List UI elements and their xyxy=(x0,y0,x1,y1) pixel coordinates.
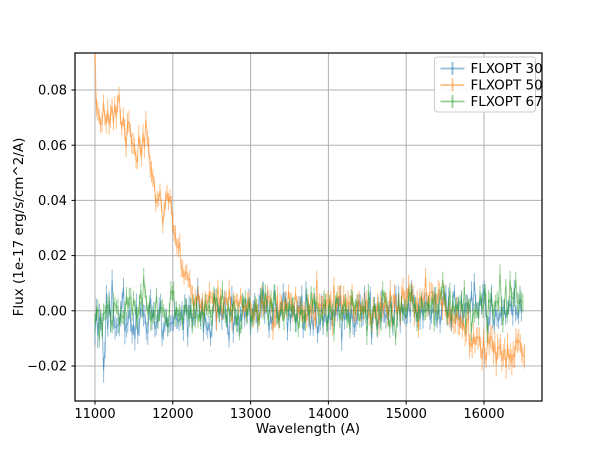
y-tick-label: 0.04 xyxy=(38,194,67,209)
x-tick-label: 11000 xyxy=(74,407,115,422)
spectrum-line-flxopt-30 xyxy=(94,279,522,371)
legend-box xyxy=(434,56,536,113)
x-tick-label: 14000 xyxy=(308,407,349,422)
legend-label: FLXOPT 50 xyxy=(471,78,543,94)
legend-entry: FLXOPT 50 xyxy=(440,78,543,94)
legend-entry: FLXOPT 30 xyxy=(440,61,543,77)
y-axis-label: Flux (1e-17 erg/s/cm^2/A) xyxy=(11,138,27,317)
y-tick-label: 0.08 xyxy=(38,84,67,99)
axis-ticks: 11000 12000 13000 14000 15000 16000 0.08 0.06 0.… xyxy=(27,84,505,422)
legend-entry: FLXOPT 67 xyxy=(440,94,543,110)
x-tick-label: 13000 xyxy=(230,407,271,422)
x-axis-label: Wavelength (A) xyxy=(256,421,360,437)
y-tick-label: 0.00 xyxy=(38,304,67,319)
legend-label: FLXOPT 30 xyxy=(471,61,543,77)
y-tick-label: 0.02 xyxy=(38,249,67,264)
x-tick-label: 12000 xyxy=(152,407,193,422)
data-series xyxy=(94,53,525,383)
legend-label: FLXOPT 67 xyxy=(471,94,543,110)
axes-frame xyxy=(74,52,543,402)
y-tick-label: 0.06 xyxy=(38,139,67,154)
spectrum-line-flxopt-67 xyxy=(94,273,524,341)
x-tick-label: 15000 xyxy=(386,407,427,422)
x-tick-label: 16000 xyxy=(463,407,504,422)
series-flxopt-67 xyxy=(94,264,524,348)
y-tick-label: −0.02 xyxy=(27,360,67,375)
